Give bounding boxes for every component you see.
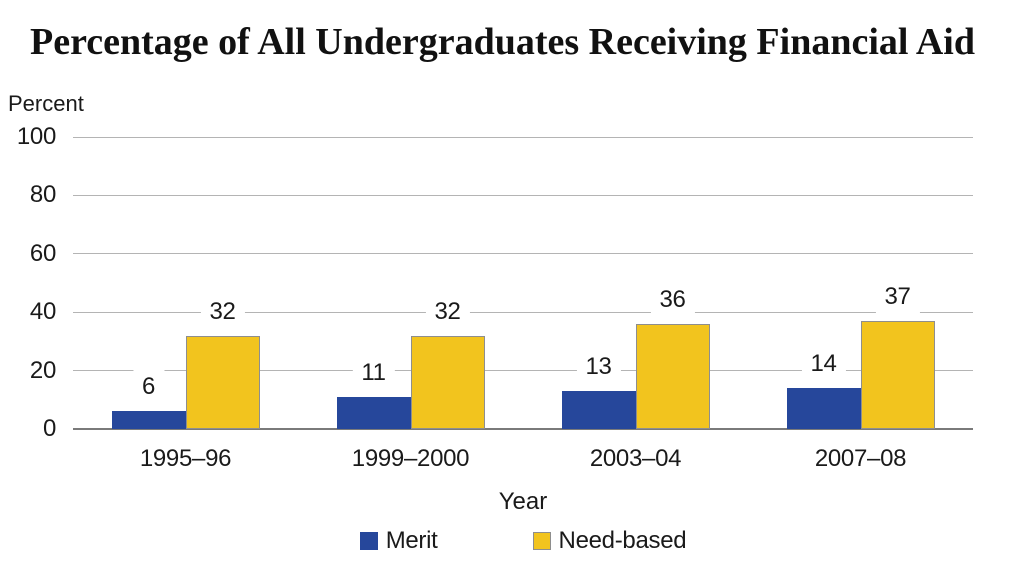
chart-title: Percentage of All Undergraduates Receivi…: [30, 21, 975, 63]
bar-need-based: [860, 320, 935, 429]
value-label: 37: [875, 278, 920, 315]
legend-item-need-based: Need-based: [532, 527, 687, 555]
legend-label: Need-based: [558, 527, 687, 554]
value-label: 36: [650, 281, 695, 318]
x-tick-label: 2003–04: [589, 445, 682, 472]
value-label: 11: [352, 354, 395, 391]
gridline: [73, 311, 973, 313]
x-tick-label: 2007–08: [814, 445, 907, 472]
legend-label: Merit: [385, 527, 438, 554]
bar-need-based: [185, 335, 260, 429]
value-label: 32: [200, 293, 245, 330]
bar-need-based: [635, 323, 710, 429]
y-tick-label: 0: [42, 415, 56, 442]
bar-need-based: [410, 335, 485, 429]
legend-item-merit: Merit: [359, 527, 438, 555]
x-tick-label: 1999–2000: [351, 445, 470, 472]
bar-merit: [561, 391, 636, 429]
y-tick-label: 100: [16, 123, 56, 150]
value-label: 13: [576, 349, 621, 386]
value-label: 6: [132, 369, 165, 406]
y-tick-label: 80: [29, 181, 56, 209]
legend: Merit Need-based: [73, 527, 973, 555]
legend-swatch-icon: [359, 532, 378, 550]
y-axis-title: Percent: [8, 91, 84, 116]
bar-merit: [111, 411, 186, 429]
legend-swatch-icon: [532, 532, 551, 550]
x-axis-title: Year: [498, 488, 548, 515]
gridline: [73, 194, 973, 196]
x-axis-line: [73, 428, 973, 430]
y-tick-label: 20: [29, 356, 56, 384]
gridline: [73, 136, 973, 138]
gridline: [73, 370, 973, 372]
y-tick-label: 60: [29, 239, 56, 267]
x-tick-label: 1995–96: [139, 445, 232, 472]
value-label: 14: [801, 346, 846, 383]
gridline: [73, 253, 973, 255]
bar-merit: [336, 396, 411, 429]
value-label: 32: [425, 293, 470, 330]
bar-merit: [786, 388, 861, 429]
y-tick-label: 40: [29, 298, 56, 326]
